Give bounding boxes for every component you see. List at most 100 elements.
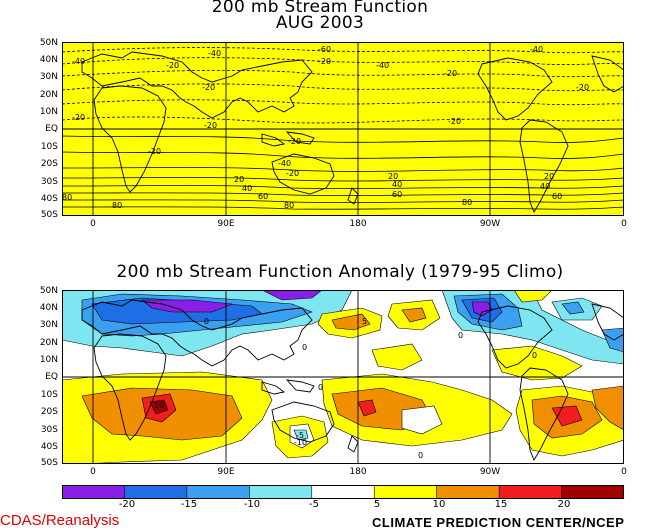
bottom-lat-label: 40N <box>39 303 58 313</box>
contour-label: -40 <box>530 45 543 54</box>
top-lon-label: 90W <box>479 219 501 229</box>
top-lat-label: 40N <box>39 55 58 65</box>
colorbar-label: -15 <box>180 499 198 510</box>
contour-label: 0 <box>418 451 423 460</box>
contour-label: 0 <box>204 317 209 326</box>
contour-label: 0 <box>302 343 307 352</box>
top-lat-label: 20N <box>39 90 58 100</box>
top-lat-label: 10N <box>39 107 58 117</box>
bottom-lat-label: 10N <box>39 355 58 365</box>
contour-label: -20 <box>288 137 301 146</box>
bottom-lat-label: 50S <box>40 458 58 468</box>
contour-label: 60 <box>258 192 268 201</box>
top-lon-label: 180 <box>349 219 367 229</box>
colorbar-swatch <box>561 485 624 499</box>
bottom-lat-label: 30S <box>40 425 58 435</box>
contour-label: -40 <box>208 49 221 58</box>
contour-label: -60 <box>318 45 331 54</box>
colorbar-label: 5 <box>373 499 381 510</box>
top-lon-label: 0 <box>621 219 627 229</box>
contour-label: 20 <box>234 175 244 184</box>
contour-label: 0 <box>318 383 323 392</box>
contour-label: 40 <box>392 180 402 189</box>
top-lat-label: 20S <box>40 159 58 169</box>
contour-label: 20 <box>388 172 398 181</box>
contour-label: 80 <box>462 198 472 207</box>
top-map-contours <box>62 47 624 210</box>
contour-label: -20 <box>72 113 85 122</box>
contour-label: 20 <box>544 172 554 181</box>
colorbar-swatch <box>311 485 376 499</box>
contour-label: -40 <box>278 159 291 168</box>
bottom-lon-label: 0 <box>621 467 627 477</box>
top-lon-label: 0 <box>90 219 96 229</box>
colorbar-swatch <box>249 485 313 499</box>
contour-label: -20 <box>576 83 589 92</box>
bottom-lon-label: 0 <box>90 467 96 477</box>
top-map-title: 200 mb Stream Function <box>211 0 429 17</box>
contour-label: 60 <box>392 190 402 199</box>
contour-label: -20 <box>204 121 217 130</box>
contour-label: 10 <box>154 401 164 410</box>
colorbar <box>62 485 624 499</box>
bottom-lat-label: 20N <box>39 338 58 348</box>
contour-label: 80 <box>112 201 122 210</box>
colorbar-swatch <box>62 485 126 499</box>
bottom-lon-label: 90E <box>217 467 235 477</box>
top-lat-label: 10S <box>40 142 58 152</box>
bottom-lat-label: 10S <box>40 390 58 400</box>
contour-label: -20 <box>318 57 331 66</box>
top-lat-label: 30N <box>39 72 58 82</box>
colorbar-label: 15 <box>494 499 508 510</box>
top-lat-label: 50S <box>40 210 58 220</box>
top-lat-label: EQ <box>45 124 58 134</box>
bottom-lat-label: 20S <box>40 407 58 417</box>
contour-label: 80 <box>284 201 294 210</box>
contour-label: -20 <box>448 117 461 126</box>
contour-label: -20 <box>286 169 299 178</box>
footer-credit: CLIMATE PREDICTION CENTER/NCEP <box>372 515 625 530</box>
colorbar-label: 20 <box>557 499 571 510</box>
colorbar-label: 10 <box>432 499 446 510</box>
contour-label: -20 <box>166 61 179 70</box>
top-stream-function-map: -40 -40 -60 -40 -40 -20 -20 -20 -20 -20 … <box>62 42 624 216</box>
bottom-anomaly-map: 0 0 0 0 0 -5 -10 0 5 10 <box>62 290 624 464</box>
contour-label: -20 <box>202 83 215 92</box>
bottom-lat-label: 40S <box>40 442 58 452</box>
anomaly-fills <box>62 290 624 464</box>
contour-label: -20 <box>148 147 161 156</box>
contour-label: 40 <box>242 184 252 193</box>
colorbar-label: -20 <box>118 499 136 510</box>
top-lat-label: 30S <box>40 177 58 187</box>
contour-label: 60 <box>552 192 562 201</box>
contour-label: -40 <box>72 57 85 66</box>
bottom-lon-label: 90W <box>479 467 501 477</box>
colorbar-label: -10 <box>243 499 261 510</box>
colorbar-swatch <box>498 485 563 499</box>
bottom-lon-label: 180 <box>349 467 367 477</box>
top-map-grid <box>62 42 624 216</box>
top-map-contour-labels: -40 -40 -60 -40 -40 -20 -20 -20 -20 -20 … <box>62 45 589 210</box>
top-lat-label: 50N <box>39 38 58 48</box>
top-lon-label: 90E <box>217 219 235 229</box>
top-map-date: AUG 2003 <box>275 13 365 33</box>
bottom-lat-label: 30N <box>39 320 58 330</box>
contour-label: -20 <box>444 69 457 78</box>
contour-label: -40 <box>376 61 389 70</box>
contour-label: 0 <box>532 351 537 360</box>
contour-label: -10 <box>294 438 307 447</box>
top-map-coastlines <box>81 51 624 214</box>
top-lat-label: 40S <box>40 194 58 204</box>
contour-label: 5 <box>362 317 367 326</box>
colorbar-swatch <box>124 485 188 499</box>
colorbar-label: -5 <box>309 499 319 510</box>
colorbar-swatch <box>436 485 500 499</box>
bottom-map-contour-labels: 0 0 0 0 0 -5 -10 0 5 10 <box>154 317 537 460</box>
bottom-lat-label: 50N <box>39 286 58 296</box>
bottom-map-title: 200 mb Stream Function Anomaly (1979-95 … <box>116 262 564 282</box>
contour-label: -5 <box>296 431 304 440</box>
footer-data-source: CDAS/Reanalysis <box>0 512 120 529</box>
bottom-map-grid <box>62 290 624 464</box>
contour-label: 80 <box>62 193 72 202</box>
bottom-lat-label: EQ <box>45 372 58 382</box>
